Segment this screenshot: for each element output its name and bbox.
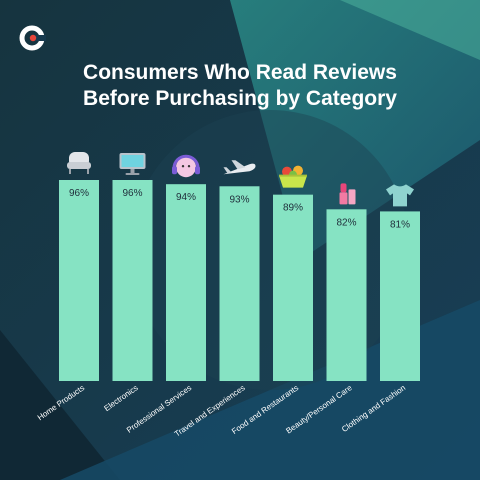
value-label-2: 94% xyxy=(176,192,196,203)
title-line-2: Before Purchasing by Category xyxy=(83,87,397,110)
bar-4 xyxy=(273,194,313,381)
armchair-icon xyxy=(67,152,91,174)
bar-3 xyxy=(219,186,260,381)
bar-2 xyxy=(166,184,206,381)
brand-logo-icon xyxy=(19,25,46,51)
airplane-icon xyxy=(223,160,256,175)
bar-0 xyxy=(59,180,99,381)
value-label-0: 96% xyxy=(69,188,89,199)
title-line-1: Consumers Who Read Reviews xyxy=(83,61,397,84)
value-label-6: 81% xyxy=(390,219,410,230)
bar-5 xyxy=(326,209,367,381)
category-label-1: Electronics xyxy=(102,383,139,413)
bar-1 xyxy=(112,180,153,381)
value-label-4: 89% xyxy=(283,203,303,214)
value-label-1: 96% xyxy=(122,188,142,199)
value-label-5: 82% xyxy=(336,217,356,228)
food-basket-icon xyxy=(279,165,307,188)
tshirt-icon xyxy=(386,184,414,207)
bar-6 xyxy=(380,211,420,381)
headset-icon xyxy=(172,154,200,178)
value-label-3: 93% xyxy=(229,194,249,205)
chart-title: Consumers Who Read Reviews Before Purcha… xyxy=(0,60,480,112)
category-label-0: Home Products xyxy=(36,383,86,422)
lipstick-icon xyxy=(339,183,356,205)
monitor-icon xyxy=(119,153,146,175)
